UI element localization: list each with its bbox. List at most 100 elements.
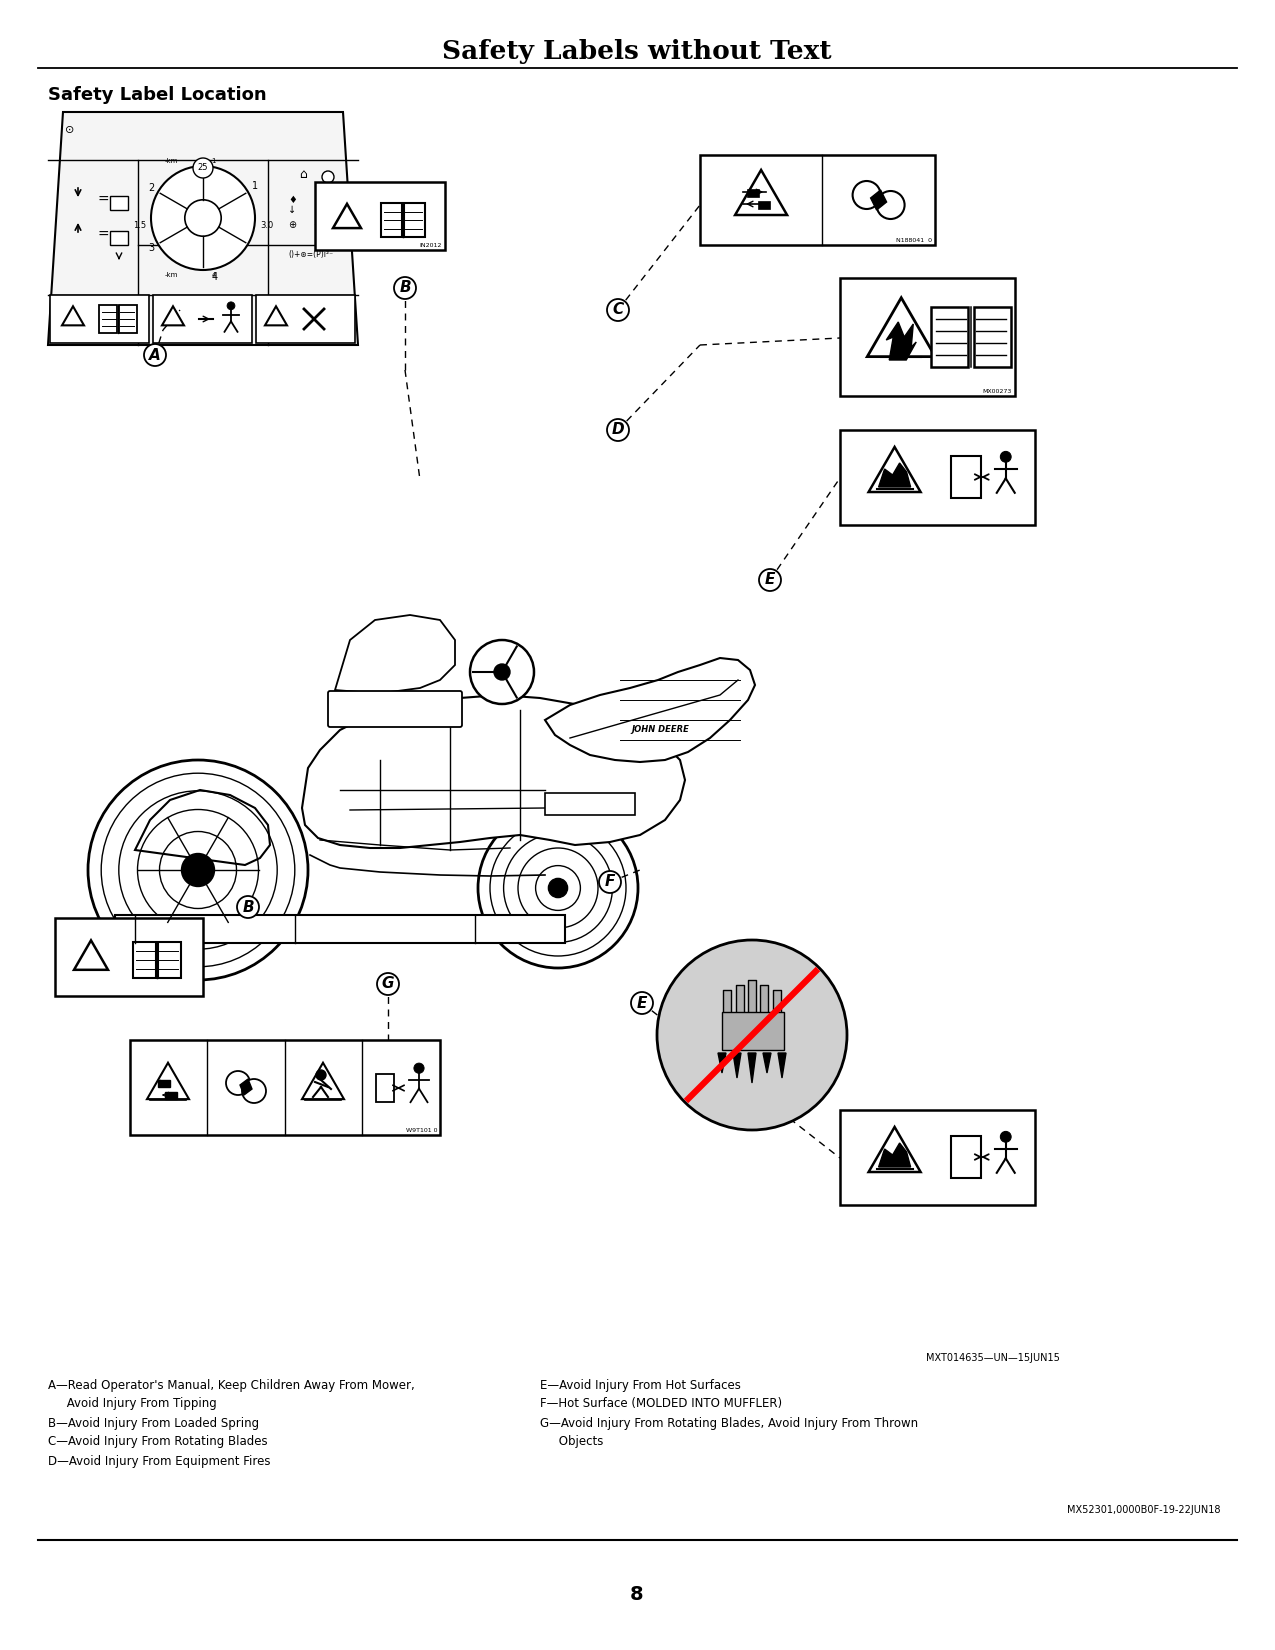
Circle shape — [853, 182, 881, 210]
Polygon shape — [302, 695, 685, 848]
Text: Safety Label Location: Safety Label Location — [48, 86, 266, 104]
Polygon shape — [718, 1053, 725, 1072]
Circle shape — [316, 1069, 326, 1081]
Bar — [55, 917, 203, 997]
Text: Safety Labels without Text: Safety Labels without Text — [442, 40, 831, 64]
Polygon shape — [335, 615, 455, 691]
Circle shape — [227, 302, 235, 310]
Text: G—Avoid Injury From Rotating Blades, Avoid Injury From Thrown: G—Avoid Injury From Rotating Blades, Avo… — [541, 1416, 918, 1429]
Bar — [376, 1074, 394, 1102]
Polygon shape — [886, 322, 917, 360]
Bar — [119, 305, 136, 333]
Polygon shape — [733, 1053, 741, 1077]
Polygon shape — [302, 1063, 344, 1099]
Polygon shape — [240, 1079, 252, 1096]
Text: 25: 25 — [198, 163, 208, 173]
Text: N188041  0: N188041 0 — [896, 238, 932, 243]
Bar — [381, 203, 402, 238]
Circle shape — [193, 158, 213, 178]
Circle shape — [242, 1079, 266, 1102]
Text: ↓: ↓ — [288, 205, 296, 214]
Text: Avoid Injury From Tipping: Avoid Injury From Tipping — [48, 1398, 217, 1411]
Polygon shape — [868, 447, 921, 492]
Text: 1.5: 1.5 — [133, 221, 147, 231]
Circle shape — [323, 172, 334, 183]
Circle shape — [1001, 452, 1011, 462]
Text: 4: 4 — [212, 272, 215, 277]
Circle shape — [150, 167, 255, 271]
Text: E: E — [765, 573, 775, 587]
Text: MX52301,0000B0F-19-22JUN18: MX52301,0000B0F-19-22JUN18 — [1066, 1505, 1220, 1515]
Bar — [315, 182, 445, 251]
Bar — [130, 1040, 440, 1135]
Circle shape — [394, 277, 416, 299]
Bar — [840, 1110, 1035, 1204]
Polygon shape — [147, 1063, 189, 1099]
Text: JOHN DEERE: JOHN DEERE — [631, 726, 688, 734]
Polygon shape — [162, 307, 184, 325]
Text: Objects: Objects — [541, 1436, 603, 1449]
Polygon shape — [878, 1143, 910, 1167]
Circle shape — [490, 820, 626, 955]
Bar — [773, 990, 782, 1015]
Bar — [722, 1011, 784, 1049]
Text: F: F — [604, 874, 615, 889]
Circle shape — [138, 810, 259, 931]
Circle shape — [414, 1063, 425, 1073]
Bar — [50, 295, 149, 343]
Text: 1: 1 — [252, 182, 258, 191]
Text: ⊕: ⊕ — [288, 219, 296, 229]
Circle shape — [1001, 1132, 1011, 1142]
Bar — [700, 155, 935, 244]
Text: B—Avoid Injury From Loaded Spring: B—Avoid Injury From Loaded Spring — [48, 1416, 259, 1429]
Text: W9T101 0: W9T101 0 — [405, 1129, 437, 1134]
Polygon shape — [736, 170, 787, 214]
Bar — [951, 1135, 982, 1178]
Circle shape — [470, 640, 534, 705]
Bar — [404, 203, 425, 238]
Text: 3: 3 — [148, 243, 154, 252]
Bar — [951, 455, 982, 498]
Bar — [110, 231, 128, 244]
Text: MX00273: MX00273 — [983, 389, 1012, 394]
Circle shape — [226, 1071, 250, 1096]
Text: B: B — [399, 280, 411, 295]
Text: 8: 8 — [630, 1586, 644, 1604]
Bar — [256, 295, 354, 343]
Text: ()+⊛=(P)i²⁻: ()+⊛=(P)i²⁻ — [288, 251, 333, 259]
Text: ⊙: ⊙ — [65, 125, 75, 135]
Circle shape — [657, 940, 847, 1130]
Text: E—Avoid Injury From Hot Surfaces: E—Avoid Injury From Hot Surfaces — [541, 1378, 741, 1391]
Circle shape — [119, 790, 277, 949]
Circle shape — [144, 343, 166, 366]
Circle shape — [181, 853, 214, 886]
Circle shape — [877, 191, 904, 219]
Polygon shape — [867, 297, 936, 356]
Text: ⌂: ⌂ — [300, 168, 307, 182]
Bar — [748, 980, 756, 1015]
Circle shape — [101, 774, 295, 967]
Text: D: D — [612, 422, 625, 437]
Circle shape — [478, 808, 638, 969]
Bar — [164, 1092, 177, 1099]
Bar — [840, 277, 1015, 396]
Bar — [974, 307, 1011, 366]
Polygon shape — [62, 307, 84, 325]
FancyBboxPatch shape — [328, 691, 462, 728]
Circle shape — [88, 761, 309, 980]
Bar — [544, 794, 635, 815]
Text: 2: 2 — [148, 183, 154, 193]
Text: ↑: ↑ — [312, 206, 321, 218]
Text: 3.0: 3.0 — [260, 221, 273, 231]
Text: IN2012: IN2012 — [419, 243, 442, 248]
Polygon shape — [871, 190, 886, 210]
Circle shape — [518, 848, 598, 927]
Circle shape — [631, 992, 653, 1015]
Polygon shape — [878, 464, 910, 487]
Circle shape — [548, 878, 567, 898]
Circle shape — [159, 832, 236, 909]
Text: 4: 4 — [212, 272, 218, 282]
Circle shape — [504, 833, 612, 942]
Text: MXT014635—UN—15JUN15: MXT014635—UN—15JUN15 — [926, 1353, 1060, 1363]
Circle shape — [536, 866, 580, 911]
